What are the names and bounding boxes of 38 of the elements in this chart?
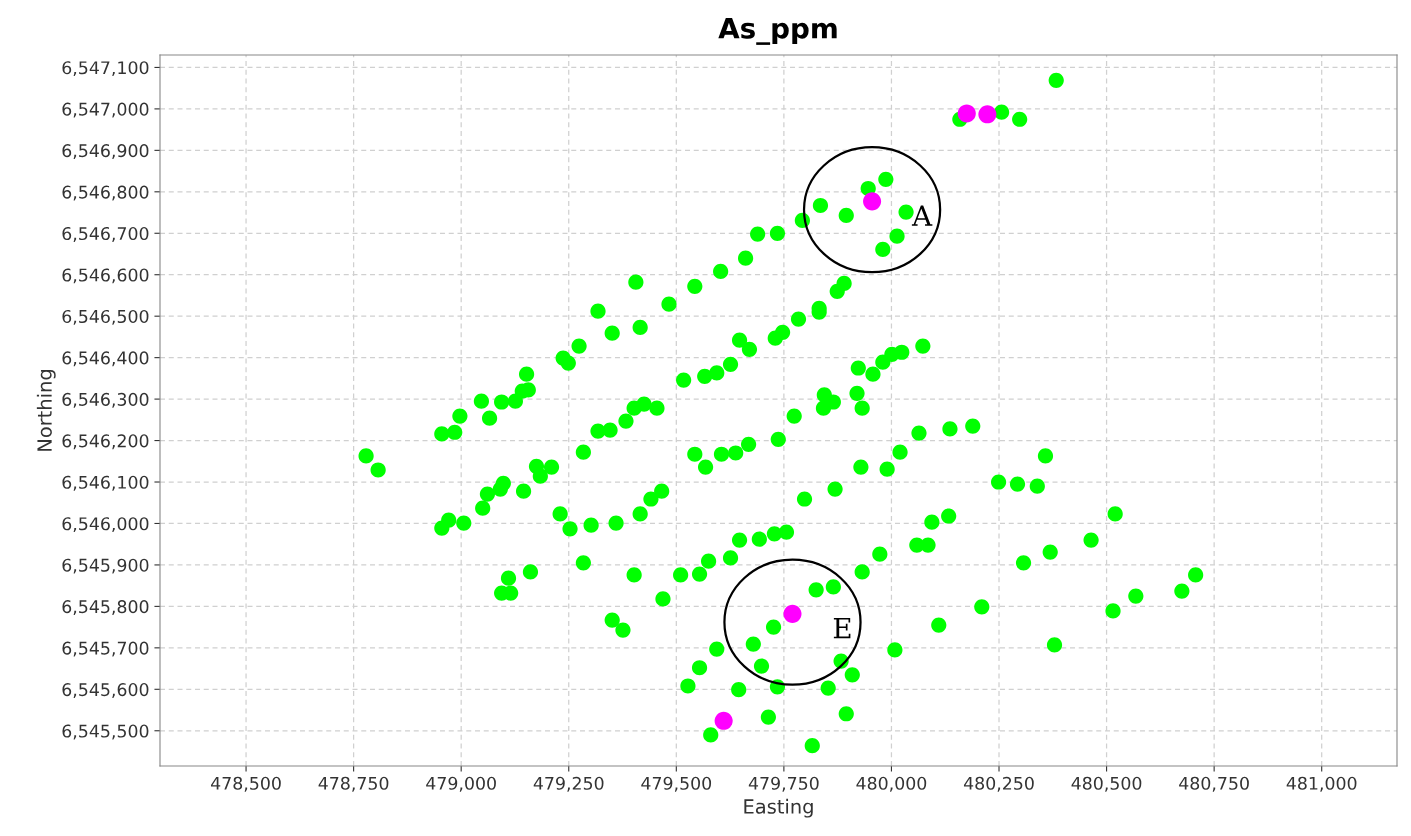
annotation: E [833,617,851,639]
point [863,192,882,211]
point [978,105,997,124]
y-tick-label: 6,546,200 [62,434,149,450]
y-tick-label: 6,546,800 [62,185,149,201]
y-tick-label: 6,546,600 [62,268,149,284]
point [714,711,733,730]
y-tick-label: 6,546,400 [62,351,149,367]
y-tick-label: 6,546,700 [62,226,149,242]
y-tick-label: 6,546,100 [62,475,149,491]
x-tick-label: 479,000 [426,776,496,792]
x-tick-label: 480,750 [1179,776,1249,792]
y-tick-label: 6,545,800 [62,600,149,615]
y-tick-label: 6,547,100 [62,61,149,77]
x-tick-label: 480,000 [856,776,927,792]
x-tick-label: 479,500 [641,776,712,792]
annotation: A [911,205,933,226]
y-axis-title: Northing [36,370,56,451]
x-tick-label: 478,500 [211,776,281,792]
y-tick-label: 6,545,600 [62,683,149,698]
y-tick-label: 6,545,900 [62,558,149,574]
x-tick-label: 480,250 [963,776,1034,792]
y-tick-label: 6,547,000 [62,102,149,118]
point [957,104,976,123]
x-tick-label: 479,750 [748,776,819,792]
x-tick-label: 481,000 [1286,776,1357,792]
y-tick-label: 6,546,300 [62,392,149,408]
y-tick-label: 6,546,500 [62,309,149,325]
x-tick-label: 479,250 [533,776,604,792]
y-tick-label: 6,545,500 [62,724,149,740]
y-tick-label: 6,546,000 [62,517,149,533]
y-tick-label: 6,546,900 [62,144,149,159]
x-tick-label: 478,750 [318,776,389,792]
y-tick-label: 6,545,700 [62,641,149,657]
x-tick-label: 480,500 [1071,776,1142,792]
x-axis-title: Easting [744,798,813,818]
point [783,604,802,623]
chart-title: As_ppm [718,18,837,45]
